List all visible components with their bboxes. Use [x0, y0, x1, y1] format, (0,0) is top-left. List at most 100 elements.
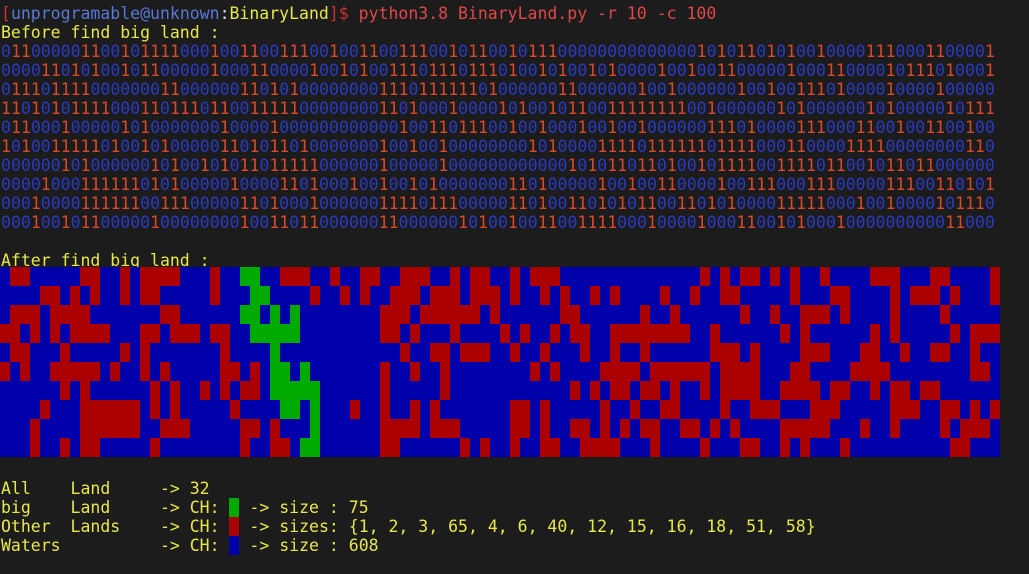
map-cell — [150, 362, 160, 381]
map-cell — [940, 400, 950, 419]
map-cell — [0, 400, 10, 419]
map-cell — [480, 324, 490, 343]
binary-row: 0110001000001010000000100001000000000000… — [1, 118, 995, 137]
map-cell — [770, 438, 780, 457]
map-cell — [520, 438, 530, 457]
map-cell — [480, 400, 490, 419]
map-cell — [540, 419, 550, 438]
map-cell — [870, 419, 880, 438]
map-cell — [100, 381, 110, 400]
map-cell — [470, 381, 480, 400]
map-cell — [310, 381, 320, 400]
map-cell — [300, 381, 310, 400]
map-cell — [350, 286, 360, 305]
map-cell — [130, 400, 140, 419]
map-cell — [550, 419, 560, 438]
map-cell — [100, 267, 110, 286]
map-cell — [670, 400, 680, 419]
map-cell — [270, 438, 280, 457]
map-cell — [200, 305, 210, 324]
map-cell — [370, 438, 380, 457]
map-cell — [930, 438, 940, 457]
map-cell — [100, 362, 110, 381]
map-cell — [500, 286, 510, 305]
map-cell — [930, 267, 940, 286]
map-cell — [400, 381, 410, 400]
map-cell — [140, 305, 150, 324]
map-cell — [360, 305, 370, 324]
map-cell — [350, 267, 360, 286]
map-cell — [930, 381, 940, 400]
map-cell — [870, 305, 880, 324]
map-cell — [720, 419, 730, 438]
map-cell — [380, 324, 390, 343]
map-cell — [250, 286, 260, 305]
map-cell — [730, 286, 740, 305]
map-cell — [370, 362, 380, 381]
map-cell — [650, 419, 660, 438]
map-cell — [920, 286, 930, 305]
map-cell — [540, 381, 550, 400]
map-cell — [150, 343, 160, 362]
map-cell — [900, 267, 910, 286]
map-cell — [740, 362, 750, 381]
map-cell — [410, 343, 420, 362]
map-cell — [910, 305, 920, 324]
map-cell — [310, 343, 320, 362]
map-cell — [570, 400, 580, 419]
map-cell — [710, 362, 720, 381]
map-cell — [0, 362, 10, 381]
map-cell — [210, 400, 220, 419]
map-cell — [160, 400, 170, 419]
map-cell — [990, 286, 1000, 305]
map-cell — [920, 381, 930, 400]
map-cell — [280, 286, 290, 305]
map-cell — [540, 362, 550, 381]
map-cell — [590, 419, 600, 438]
map-cell — [580, 267, 590, 286]
map-cell — [120, 286, 130, 305]
map-cell — [70, 400, 80, 419]
map-cell — [640, 286, 650, 305]
map-cell — [500, 343, 510, 362]
map-cell — [630, 267, 640, 286]
map-cell — [820, 438, 830, 457]
map-cell — [990, 324, 1000, 343]
map-cell — [130, 362, 140, 381]
binary-row: 0111011110000000110000001101010000000011… — [1, 80, 995, 99]
map-cell — [140, 286, 150, 305]
map-cell — [880, 267, 890, 286]
map-cell — [600, 267, 610, 286]
map-cell — [830, 286, 840, 305]
map-cell — [890, 419, 900, 438]
map-cell — [780, 324, 790, 343]
map-cell — [110, 343, 120, 362]
map-cell — [200, 400, 210, 419]
map-cell — [990, 381, 1000, 400]
map-cell — [600, 419, 610, 438]
map-cell — [40, 305, 50, 324]
map-cell — [610, 286, 620, 305]
map-cell — [500, 438, 510, 457]
map-cell — [750, 419, 760, 438]
map-cell — [620, 324, 630, 343]
map-cell — [830, 343, 840, 362]
map-cell — [510, 419, 520, 438]
map-cell — [80, 286, 90, 305]
map-cell — [690, 286, 700, 305]
map-cell — [400, 324, 410, 343]
map-cell — [650, 381, 660, 400]
map-cell — [500, 267, 510, 286]
map-cell — [10, 400, 20, 419]
map-cell — [540, 343, 550, 362]
map-cell — [570, 362, 580, 381]
map-cell — [820, 267, 830, 286]
map-cell — [760, 324, 770, 343]
map-cell — [370, 343, 380, 362]
map-cell — [830, 267, 840, 286]
map-cell — [530, 267, 540, 286]
map-cell — [370, 381, 380, 400]
map-cell — [110, 362, 120, 381]
map-cell — [410, 267, 420, 286]
map-cell — [900, 362, 910, 381]
